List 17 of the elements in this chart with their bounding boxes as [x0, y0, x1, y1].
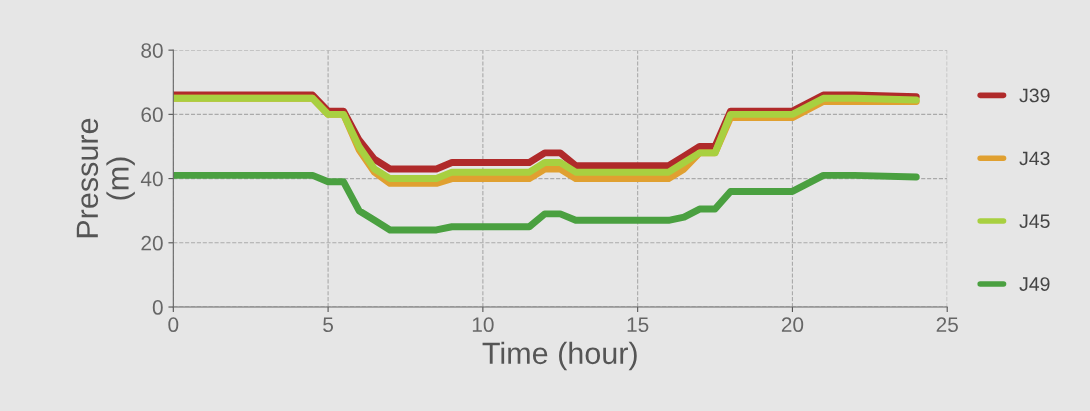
y-tick-label: 60: [141, 107, 163, 123]
y-tick-label: 80: [141, 43, 163, 58]
x-axis-title: Time (hour): [482, 341, 637, 371]
x-tick-label: 5: [323, 317, 334, 333]
x-tick-label: 20: [781, 317, 804, 333]
y-tick-label: 40: [140, 171, 163, 187]
y-axis-title: Pressure (m): [76, 118, 135, 238]
x-tick-label: 25: [936, 317, 958, 333]
x-tick-label: 10: [472, 317, 494, 333]
x-tick-label: 0: [168, 317, 179, 333]
legend-label: J43: [1019, 151, 1050, 166]
legend-label: J45: [1019, 214, 1050, 229]
y-tick-label: 0: [152, 300, 163, 315]
y-tick-label: 20: [141, 235, 163, 251]
legend-label: J49: [1019, 277, 1050, 291]
legend-label: J39: [1019, 88, 1050, 103]
x-tick-label: 15: [627, 317, 649, 333]
